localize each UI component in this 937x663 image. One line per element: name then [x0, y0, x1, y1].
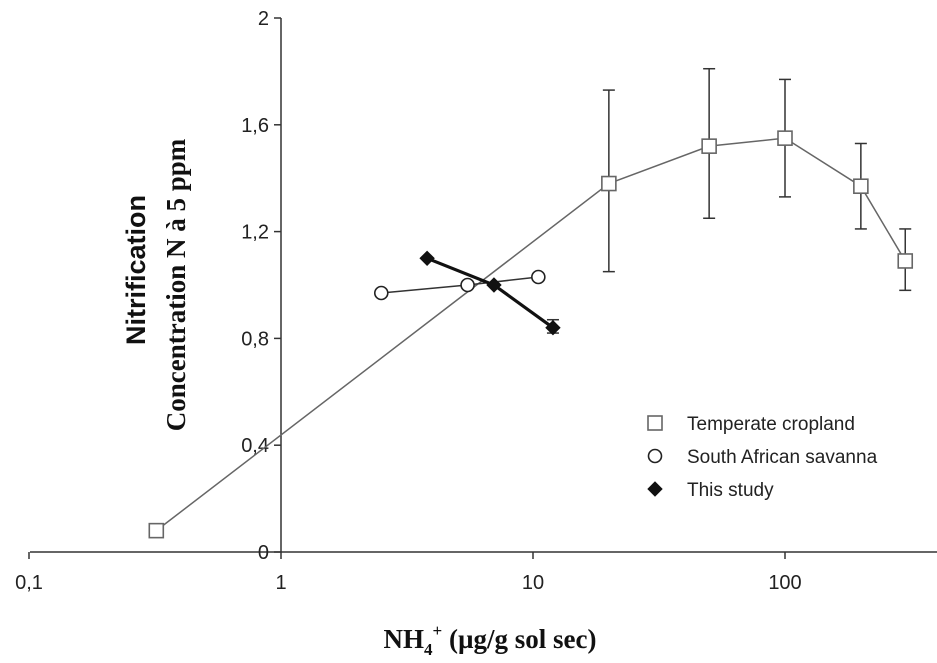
x-axis-label-main: NH [384, 624, 425, 654]
data-point [419, 250, 435, 267]
data-point [531, 269, 546, 285]
x-tick-label: 10 [522, 572, 544, 594]
y-tick-label: 2 [258, 8, 269, 30]
series-line [426, 256, 554, 330]
data-point [373, 285, 389, 301]
series-diamond [419, 250, 561, 336]
y-axis-label-line2: Concentration N à 5 ppm [161, 138, 191, 431]
y-tick-label: 1,2 [241, 222, 269, 244]
x-axis-label-rest: (µg/g sol sec) [442, 624, 596, 654]
y-tick-label: 0,8 [241, 328, 269, 350]
x-axis-label-sup: + [433, 621, 443, 640]
series-square [148, 67, 914, 539]
series-circle [373, 269, 546, 301]
data-point [897, 253, 914, 269]
series-line [155, 137, 906, 532]
legend-marker [647, 415, 663, 431]
x-tick-label: 100 [768, 572, 801, 594]
legend-marker [647, 481, 663, 497]
series-line [381, 276, 539, 294]
data-point [853, 178, 869, 195]
x-axis-label: NH4+ (µg/g sol sec) [384, 621, 597, 659]
x-axis-label-sub: 4 [424, 640, 433, 659]
legend-label: This study [687, 480, 774, 501]
data-point [460, 277, 475, 293]
x-tick-label: 1 [275, 572, 286, 594]
y-axis-label-line1: Nitrification [121, 195, 151, 345]
data-point [545, 320, 561, 336]
x-tick-label: 0,1 [15, 572, 43, 594]
data-point [601, 175, 617, 192]
legend: Temperate cropland South African savanna T… [647, 414, 878, 501]
series-layer [148, 67, 914, 539]
data-point [486, 277, 502, 293]
legend-label: Temperate cropland [687, 414, 855, 435]
axes: 0 0,4 0,8 1,2 1,6 2 0,1 1 10 100 [15, 8, 937, 594]
data-point [148, 522, 165, 539]
legend-marker [647, 448, 663, 464]
y-tick-label: 1,6 [241, 115, 269, 137]
data-point [777, 130, 793, 146]
y-tick-label: 0 [258, 542, 269, 564]
legend-label: South African savanna [687, 447, 878, 468]
y-tick-label: 0,4 [241, 435, 269, 457]
data-point [701, 138, 717, 154]
